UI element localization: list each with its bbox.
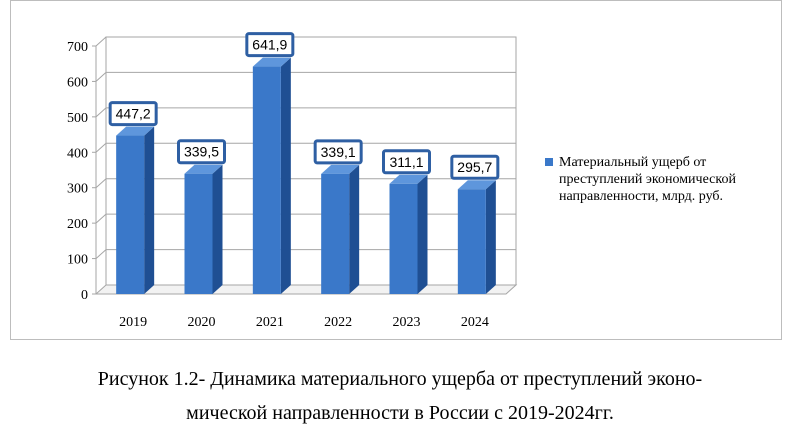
gridline	[95, 249, 516, 259]
y-tick-label: 400	[67, 146, 88, 161]
x-tick-label: 2024	[461, 315, 489, 330]
gridline	[95, 36, 516, 47]
data-label: 295,7	[457, 159, 492, 175]
y-tick-label: 0	[81, 288, 88, 303]
data-label-box	[382, 149, 431, 175]
x-tick-label: 2019	[119, 315, 147, 330]
gridline	[95, 142, 516, 153]
x-tick-label: 2021	[256, 315, 284, 330]
caption-line-1: Рисунок 1.2- Динамика материального ущер…	[97, 368, 703, 390]
y-tick-label: 100	[67, 253, 88, 268]
y-tick-label: 600	[67, 75, 88, 90]
bar-top	[184, 164, 223, 174]
data-label: 311,1	[390, 154, 424, 170]
data-label-box	[177, 139, 226, 165]
bar-side	[349, 164, 360, 294]
bar-chart: 0 100 200 300 400 500 600 700 447,2 2019 339,5 2020…	[67, 32, 518, 330]
data-label: 447,2	[116, 106, 151, 122]
gridline	[95, 213, 516, 224]
bar-side	[280, 57, 291, 294]
bar	[457, 189, 486, 294]
data-label-box	[313, 139, 363, 165]
legend-label: Материальный ущерб от преступлений эконо…	[559, 155, 736, 204]
bar-side	[144, 126, 155, 294]
y-tick-label: 700	[67, 40, 88, 55]
bar-side	[485, 180, 496, 294]
bar	[321, 173, 350, 294]
figure-caption: Рисунок 1.2- Динамика материального ущер…	[0, 362, 800, 430]
gridline	[95, 178, 516, 189]
bar	[252, 66, 281, 294]
data-label-box	[108, 101, 158, 127]
gridline	[95, 71, 516, 82]
caption-line-2: мической направленности в России с 2019-…	[186, 402, 614, 424]
data-label: 641,9	[252, 37, 287, 53]
bar-top	[116, 126, 155, 136]
bar-top	[321, 164, 360, 174]
bar-top	[252, 57, 291, 67]
x-tick-label: 2020	[188, 315, 216, 330]
x-tick-label: 2022	[324, 315, 352, 330]
y-tick-label: 500	[67, 111, 88, 126]
bar	[116, 135, 145, 294]
y-tick-label: 300	[67, 182, 88, 197]
bar-top	[457, 180, 496, 190]
bar-top	[389, 174, 428, 184]
data-label-box	[450, 154, 500, 180]
bar-side	[212, 164, 223, 294]
chart-frame: 0 100 200 300 400 500 600 700 447,2 2019 339,5 2020…	[10, 0, 782, 340]
data-label: 339,5	[184, 144, 219, 160]
data-label-box	[245, 32, 295, 58]
plot-floor	[94, 284, 518, 295]
legend-swatch	[545, 158, 553, 166]
data-label: 339,1	[321, 144, 356, 160]
bar-side	[417, 174, 428, 294]
bar	[184, 173, 213, 294]
x-tick-label: 2023	[393, 315, 421, 330]
y-tick-label: 200	[67, 217, 88, 232]
gridline	[95, 107, 516, 118]
legend: Материальный ущерб от преступлений эконо…	[545, 154, 780, 205]
bar	[389, 183, 418, 294]
